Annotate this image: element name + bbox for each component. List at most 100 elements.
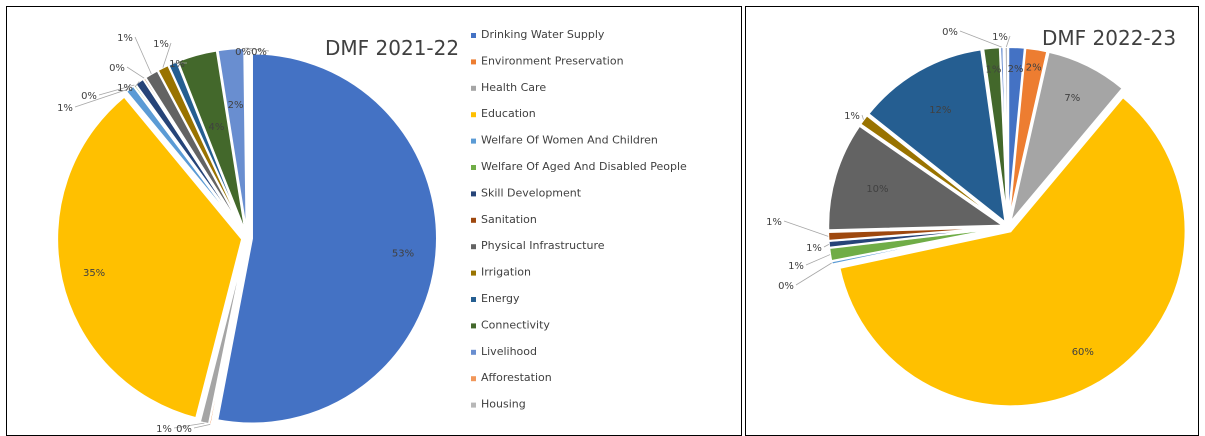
legend-item-welfare-of-women-and-children: Welfare Of Women And Children	[471, 134, 658, 147]
legend-swatch	[471, 59, 476, 65]
leader-line-irrigation	[162, 42, 172, 68]
pie-slice-housing	[244, 46, 248, 234]
legend-item-afforestation: Afforestation	[471, 371, 552, 384]
data-label-physical-infrastructure: 10%	[866, 184, 888, 195]
legend-item-welfare-of-aged-and-disabled-people: Welfare Of Aged And Disabled People	[471, 160, 687, 173]
chart-title: DMF 2021-22	[325, 36, 459, 60]
legend-label: Welfare Of Aged And Disabled People	[481, 160, 687, 173]
data-label-environment-preservation: 0%	[176, 424, 192, 435]
leader-line-irrigation	[861, 114, 864, 120]
legend-item-connectivity: Connectivity	[471, 318, 550, 331]
chart-title: DMF 2022-23	[1042, 26, 1176, 50]
leader-line-welfare-of-women-and-children	[795, 262, 832, 286]
leader-lines	[783, 30, 1011, 286]
data-label-livelihood: 2%	[228, 100, 244, 111]
legend-swatch	[471, 270, 476, 276]
legend-label: Welfare Of Women And Children	[481, 134, 658, 147]
legend-swatch	[471, 244, 476, 250]
legend-label: Housing	[481, 398, 526, 411]
chart-panel-2022-23: DMF 2022-23 2% 2% 7% 60% 0% 1% 1% 1% 10% 1% 12% 1% 0…	[745, 6, 1199, 436]
legend-label: Skill Development	[481, 186, 582, 199]
legend-label: Environment Preservation	[481, 54, 624, 67]
leader-line-welfare-of-women-and-children	[74, 88, 130, 108]
leader-line-afforestation	[245, 47, 254, 52]
pie-slices	[827, 46, 1187, 408]
pie-slice-environment-preservation	[1007, 46, 1049, 223]
leader-line-sanitation	[783, 220, 829, 237]
leader-line-skill-development	[134, 81, 140, 88]
legend-label: Health Care	[481, 81, 546, 94]
data-label-drinking-water-supply: 53%	[392, 249, 414, 260]
leader-line-housing	[1005, 35, 1011, 48]
leader-line-environment-preservation	[193, 424, 211, 429]
data-label-irrigation: 1%	[153, 39, 169, 50]
pie-slice-drinking-water-supply	[216, 52, 438, 425]
legend-swatch	[471, 349, 476, 355]
pie-slice-physical-infrastructure	[827, 124, 1007, 232]
pie-slice-housing	[1003, 46, 1009, 223]
legend-label: Afforestation	[481, 371, 552, 384]
data-label-drinking-water-supply: 2%	[1008, 64, 1024, 75]
legend-label: Connectivity	[481, 318, 550, 331]
legend-swatch	[471, 138, 476, 144]
legend-swatch	[471, 33, 476, 38]
legend-item-skill-development: Skill Development	[471, 186, 582, 199]
data-label-welfare-of-aged-and-disabled-people: 1%	[788, 261, 804, 272]
data-label-welfare-of-aged-and-disabled-people: 0%	[81, 91, 97, 102]
data-label-afforestation: 0%	[235, 47, 251, 58]
data-label-education: 60%	[1072, 347, 1094, 358]
legend-item-education: Education	[471, 107, 536, 120]
legend-swatch	[471, 85, 476, 91]
data-label-energy: 1%	[169, 59, 185, 70]
pie-chart-2021-22: DMF 2021-22 53%0%1%35%1%0%1%0%1%1%1%4%2%…	[56, 28, 687, 435]
leader-line-skill-development	[823, 244, 830, 248]
pie-slice-health-care	[1009, 50, 1125, 224]
legend-swatch	[471, 165, 476, 170]
data-label-health-care: 1%	[156, 424, 172, 435]
data-label-environment-preservation: 2%	[1026, 63, 1042, 74]
leader-line-livelihood	[959, 30, 1002, 48]
pie-slice-energy	[866, 48, 1007, 225]
leader-line-health-care	[173, 422, 205, 429]
legend-label: Education	[481, 107, 536, 120]
data-label-livelihood: 0%	[942, 27, 958, 38]
pie-chart-2022-23: DMF 2022-23 2% 2%7%60%0%1%1%1%10%1%12%1%0…	[766, 26, 1187, 408]
data-label-welfare-of-women-and-children: 0%	[778, 281, 794, 292]
legend-item-environment-preservation: Environment Preservation	[471, 54, 624, 67]
legend-label: Sanitation	[481, 213, 537, 226]
data-label-housing: 0%	[251, 47, 267, 58]
legend-item-drinking-water-supply: Drinking Water Supply	[471, 28, 605, 41]
data-label-irrigation: 1%	[844, 111, 860, 122]
leader-line-housing	[246, 47, 270, 52]
legend-item-sanitation: Sanitation	[471, 213, 537, 226]
legend-item-housing: Housing	[471, 398, 526, 411]
pie-slice-education	[56, 95, 244, 420]
leader-line-sanitation	[126, 66, 145, 79]
data-label-housing: 1%	[992, 32, 1008, 43]
leader-line-physical-infrastructure	[134, 36, 152, 75]
data-label-skill-development: 1%	[806, 243, 822, 254]
legend-label: Drinking Water Supply	[481, 28, 605, 41]
data-label-sanitation: 1%	[766, 217, 782, 228]
legend-swatch	[471, 112, 476, 118]
legend-label: Irrigation	[481, 266, 531, 279]
legend-swatch	[471, 402, 476, 408]
pie-slice-education	[838, 95, 1187, 408]
legend-label: Physical Infrastructure	[481, 239, 605, 252]
data-label-energy: 12%	[929, 105, 951, 116]
leader-line-welfare-of-aged-and-disabled-people	[98, 84, 135, 96]
data-labels: 53%0%1%35%1%0%1%0%1%1%1%4%2%0% 0%	[57, 33, 414, 435]
legend-item-livelihood: Livelihood	[471, 345, 537, 358]
data-label-welfare-of-women-and-children: 1%	[57, 103, 73, 114]
legend-item-health-care: Health Care	[471, 81, 546, 94]
legend-swatch	[471, 376, 476, 382]
pie-slice-sanitation	[827, 226, 1004, 242]
data-label-connectivity: 1%	[985, 65, 1001, 76]
data-label-education: 35%	[83, 268, 105, 279]
legend-label: Livelihood	[481, 345, 537, 358]
leader-line-welfare-of-aged-and-disabled-people	[805, 254, 831, 266]
legend-item-physical-infrastructure: Physical Infrastructure	[471, 239, 605, 252]
legend-swatch	[471, 297, 476, 302]
data-labels: 2% 2%7%60%0%1%1%1%10%1%12%1%0% 1%	[766, 27, 1094, 358]
legend: Drinking Water Supply Environment Preserv…	[471, 28, 687, 411]
